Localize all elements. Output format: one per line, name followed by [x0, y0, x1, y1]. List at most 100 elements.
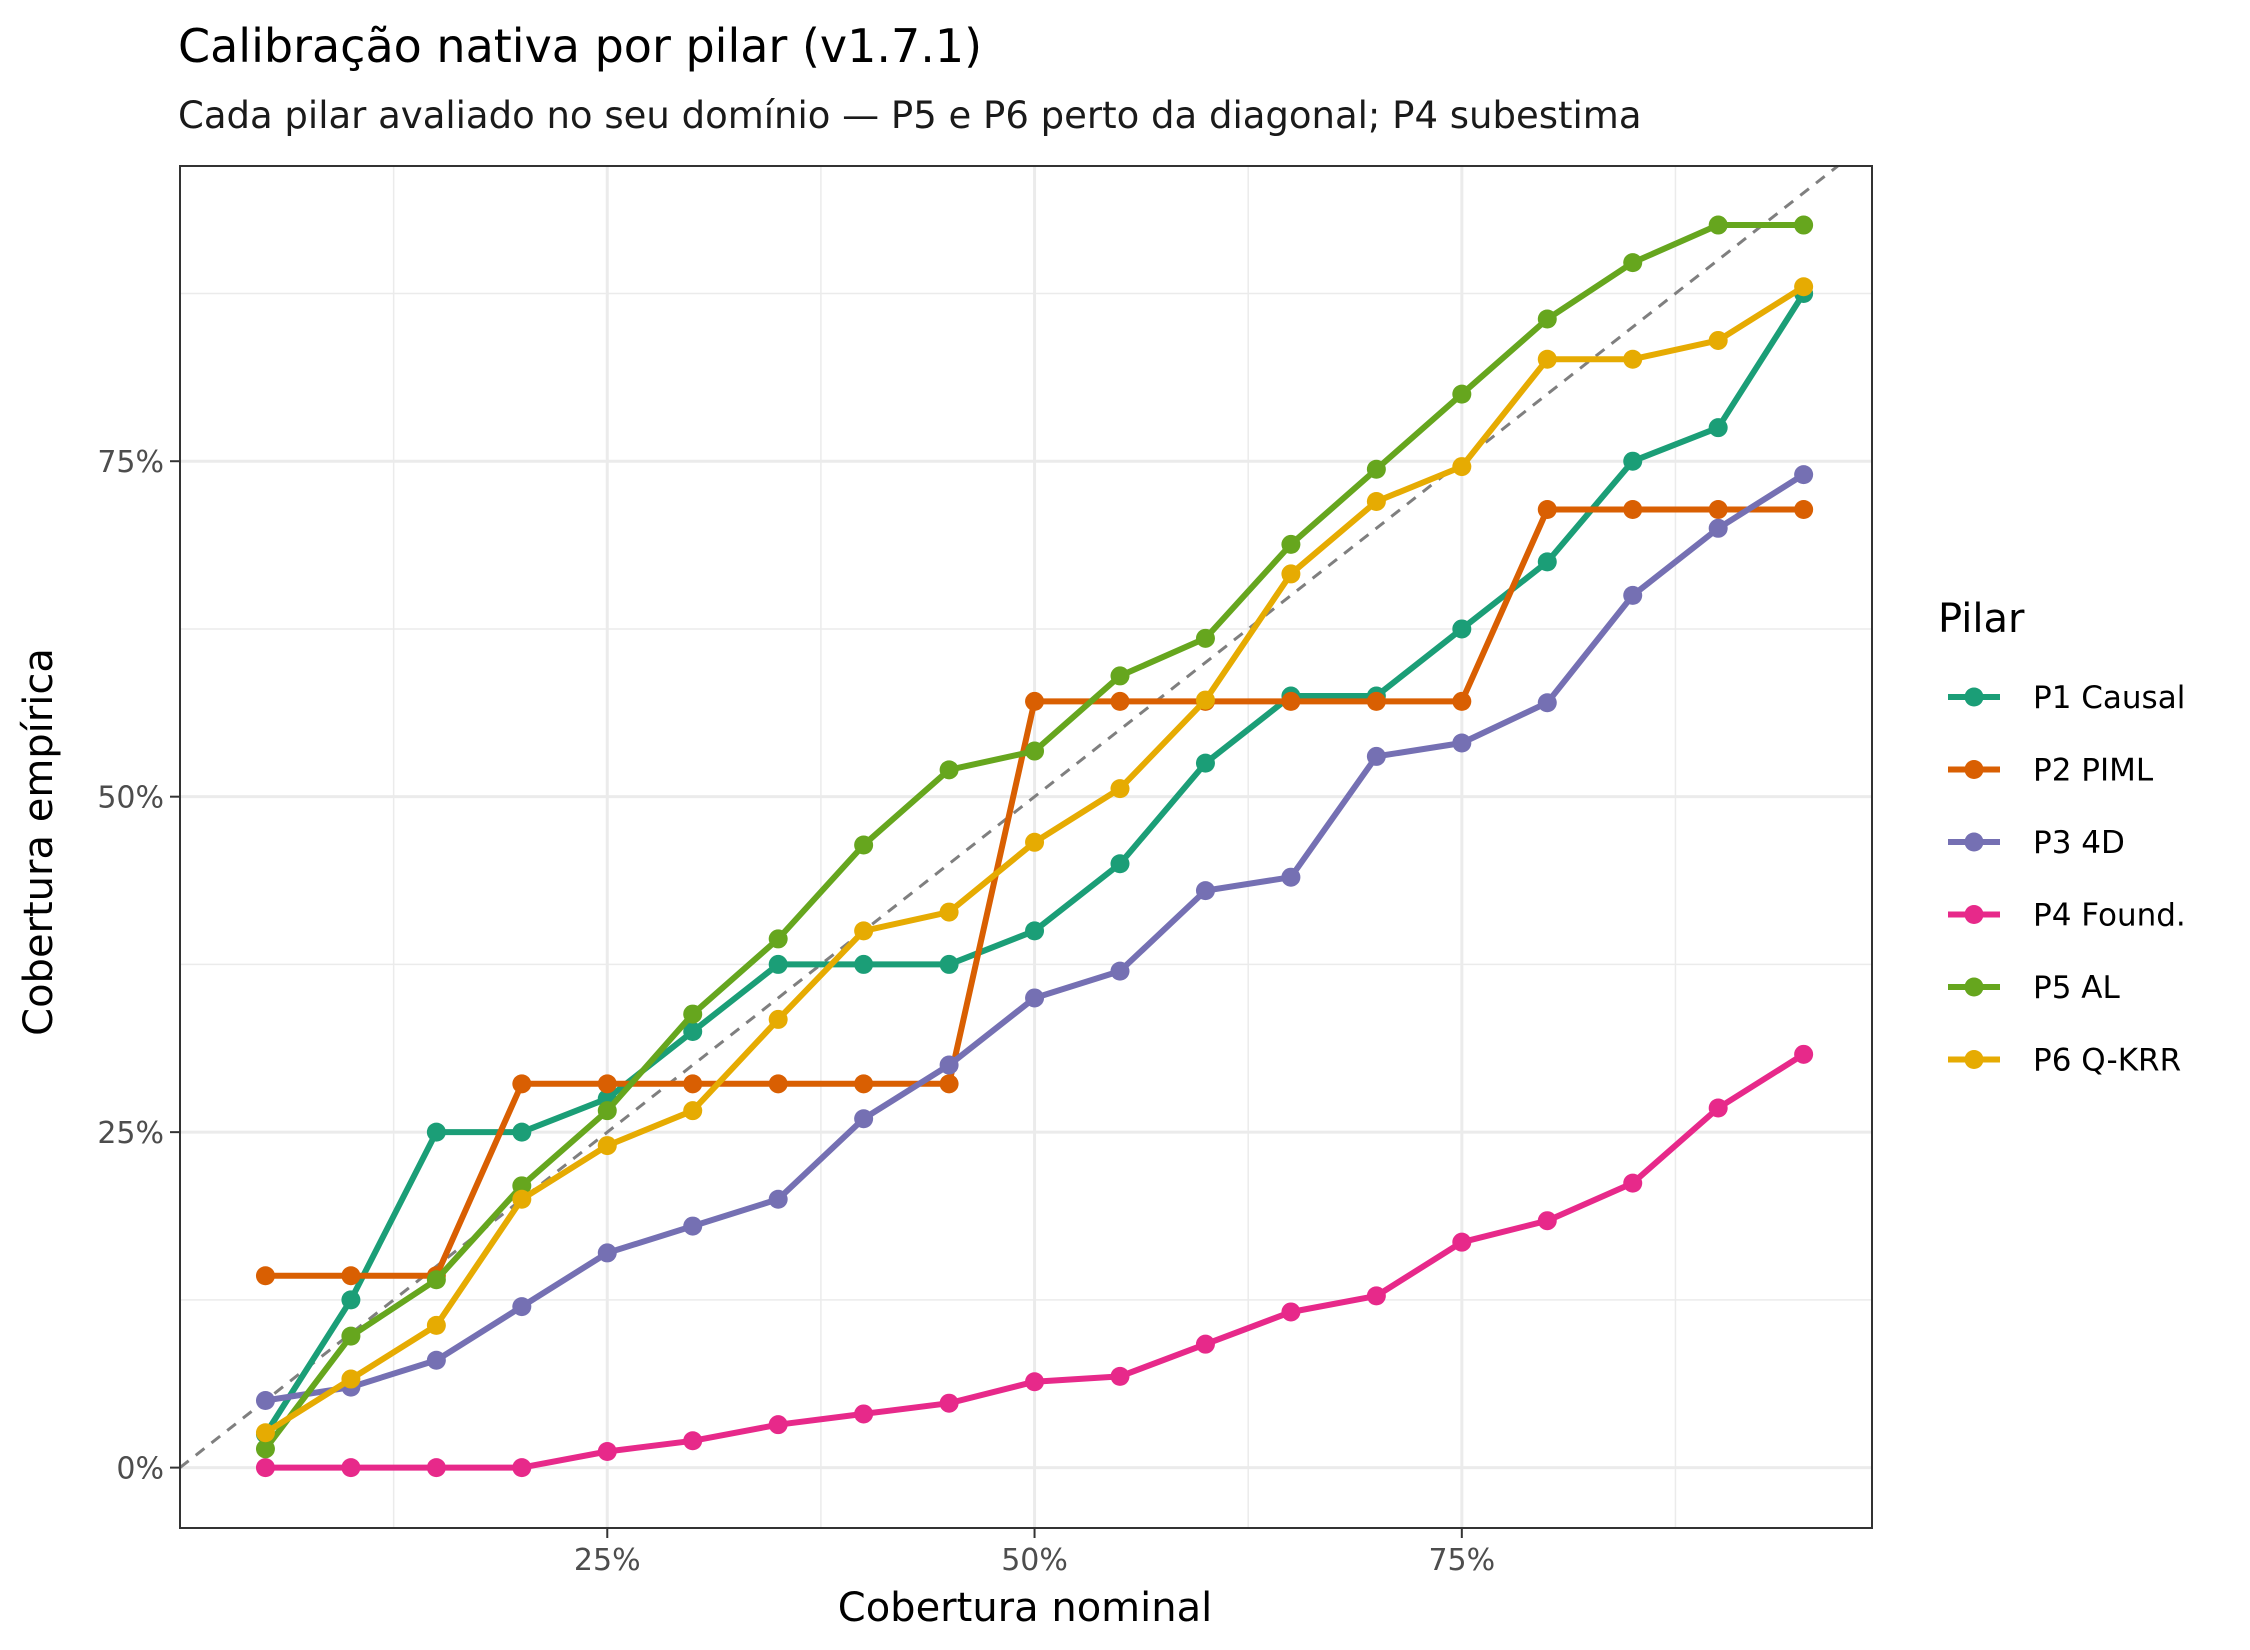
data-point-p3-4d [426, 1350, 446, 1370]
data-point-p2-piml [1110, 691, 1130, 711]
data-point-p3-4d [1452, 733, 1472, 753]
data-point-p5-al [426, 1270, 446, 1290]
data-point-p1-causal [1623, 451, 1643, 471]
data-point-p4-found [597, 1442, 617, 1462]
data-point-p4-found [939, 1393, 959, 1413]
data-point-p2-piml [1794, 500, 1814, 520]
data-point-p5-al [341, 1326, 361, 1346]
data-point-p3-4d [1623, 585, 1643, 605]
data-point-p3-4d [512, 1297, 532, 1317]
data-point-p6-q-krr [597, 1136, 617, 1156]
data-point-p1-causal [683, 1022, 703, 1042]
data-point-p5-al [1452, 384, 1472, 404]
data-point-p3-4d [1794, 465, 1814, 485]
data-series [255, 215, 1814, 1478]
data-point-p1-causal [1537, 552, 1557, 572]
data-point-p3-4d [768, 1189, 788, 1209]
data-point-p3-4d [1537, 693, 1557, 713]
data-point-p5-al [683, 1004, 703, 1024]
chart-subtitle: Cada pilar avaliado no seu domínio — P5 … [178, 94, 1642, 137]
legend-label: P1 Causal [2033, 680, 2185, 716]
data-point-p3-4d [854, 1109, 874, 1129]
data-point-p1-causal [1452, 619, 1472, 639]
data-point-p2-piml [768, 1074, 788, 1094]
data-point-p6-q-krr [426, 1315, 446, 1335]
data-point-p2-piml [854, 1074, 874, 1094]
data-point-p4-found [1195, 1334, 1215, 1354]
y-tick-label: 25% [97, 1116, 164, 1151]
legend-item-p5-al: P5 AL [1948, 970, 2120, 1006]
data-point-p1-causal [1708, 418, 1728, 438]
legend-key-point [1964, 832, 1984, 852]
data-point-p4-found [512, 1458, 532, 1478]
data-point-p2-piml [1281, 691, 1301, 711]
data-point-p2-piml [597, 1074, 617, 1094]
data-point-p2-piml [1623, 500, 1643, 520]
data-point-p1-causal [939, 954, 959, 974]
data-point-p6-q-krr [768, 1009, 788, 1029]
data-point-p6-q-krr [939, 902, 959, 922]
data-point-p5-al [1281, 534, 1301, 554]
data-point-p5-al [939, 760, 959, 780]
legend-item-p1-causal: P1 Causal [1948, 680, 2185, 716]
legend-label: P2 PIML [2033, 753, 2154, 789]
data-point-p2-piml [1025, 691, 1045, 711]
legend-label: P6 Q-KRR [2033, 1043, 2181, 1079]
data-point-p1-causal [768, 954, 788, 974]
data-point-p1-causal [512, 1122, 532, 1142]
data-point-p4-found [768, 1415, 788, 1435]
legend-key-point [1964, 977, 1984, 997]
data-point-p1-causal [426, 1122, 446, 1142]
data-point-p4-found [1281, 1302, 1301, 1322]
data-point-p2-piml [255, 1266, 275, 1286]
plot-panel-border [179, 165, 1873, 1529]
data-point-p1-causal [341, 1290, 361, 1310]
data-point-p4-found [854, 1404, 874, 1424]
legend-key-point [1964, 1050, 1984, 1069]
data-point-p4-found [255, 1458, 275, 1478]
legend: Pilar P1 Causal P2 PIML P3 4D P4 Found. P5 A… [1938, 596, 2186, 1079]
data-point-p6-q-krr [1537, 349, 1557, 369]
data-point-p3-4d [1025, 988, 1045, 1008]
data-point-p3-4d [1110, 961, 1130, 981]
data-point-p4-found [341, 1458, 361, 1478]
data-point-p3-4d [939, 1055, 959, 1075]
legend-label: P5 AL [2033, 970, 2120, 1006]
legend-label: P3 4D [2033, 825, 2125, 861]
data-point-p2-piml [341, 1266, 361, 1286]
legend-items: P1 Causal P2 PIML P3 4D P4 Found. P5 AL P6 Q-… [1948, 680, 2186, 1079]
x-tick-label: 75% [1428, 1543, 1495, 1578]
data-point-p4-found [1537, 1211, 1557, 1231]
x-axis-title: Cobertura nominal [838, 1585, 1212, 1631]
y-tick-label: 50% [97, 781, 164, 816]
data-point-p5-al [1623, 253, 1643, 273]
legend-key-point [1964, 760, 1984, 779]
data-point-p6-q-krr [1708, 330, 1728, 350]
data-point-p5-al [1025, 741, 1045, 761]
data-point-p6-q-krr [1195, 690, 1215, 710]
data-point-p1-causal [854, 954, 874, 974]
legend-title: Pilar [1938, 596, 2025, 642]
data-point-p2-piml [512, 1074, 532, 1094]
data-point-p4-found [1794, 1044, 1814, 1064]
data-point-p5-al [255, 1439, 275, 1459]
data-point-p6-q-krr [1110, 779, 1130, 799]
data-point-p5-al [854, 835, 874, 855]
data-point-p1-causal [1110, 854, 1130, 874]
series-p6-q-krr [255, 277, 1814, 1443]
data-point-p1-causal [1025, 921, 1045, 941]
data-point-p6-q-krr [1025, 832, 1045, 852]
data-point-p6-q-krr [1794, 277, 1814, 297]
x-tick-label: 25% [574, 1543, 641, 1578]
data-point-p5-al [1708, 215, 1728, 235]
data-point-p5-al [1366, 459, 1386, 479]
legend-item-p4-found: P4 Found. [1948, 898, 2186, 934]
x-tick-label: 50% [1001, 1543, 1068, 1578]
y-tick-label: 0% [116, 1452, 164, 1487]
data-point-p5-al [512, 1176, 532, 1196]
data-point-p6-q-krr [683, 1101, 703, 1121]
legend-key-point [1964, 905, 1984, 924]
data-point-p3-4d [597, 1243, 617, 1263]
data-point-p4-found [1708, 1098, 1728, 1118]
